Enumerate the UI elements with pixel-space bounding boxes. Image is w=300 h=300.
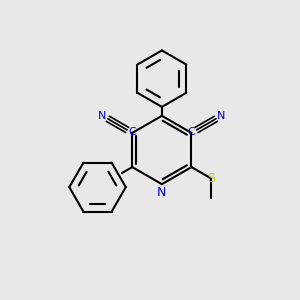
Text: S: S [207,172,215,185]
Text: N: N [217,111,226,122]
Text: N: N [157,186,167,199]
Text: N: N [98,111,107,122]
Text: C: C [129,127,136,137]
Text: C: C [188,127,195,137]
